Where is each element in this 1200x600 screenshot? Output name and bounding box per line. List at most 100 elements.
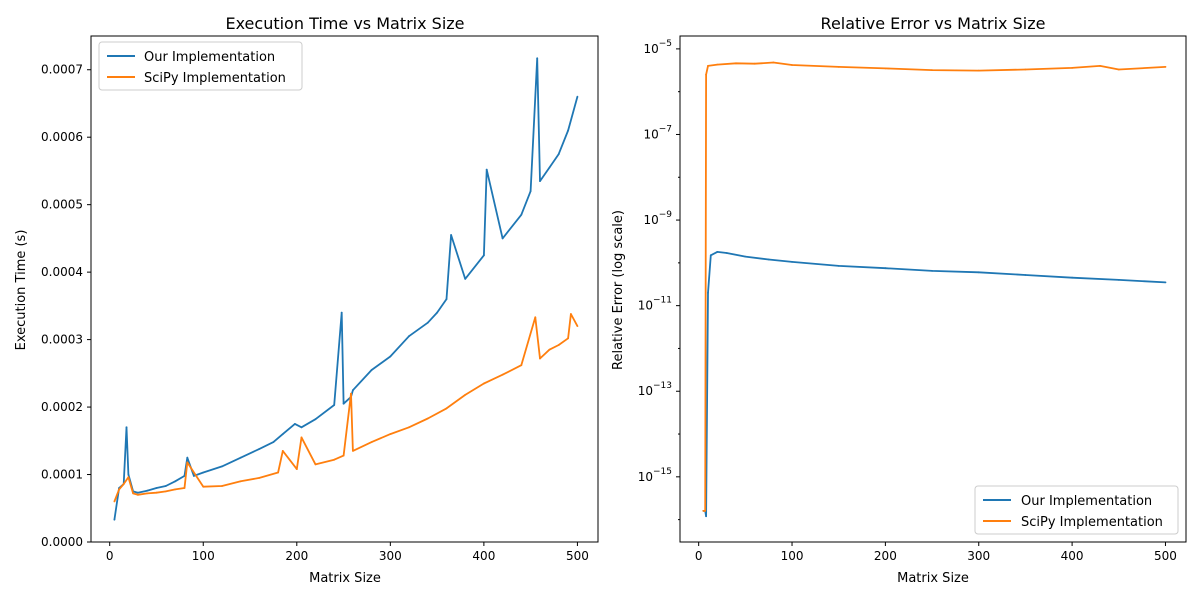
chart-title: Relative Error vs Matrix Size	[821, 14, 1046, 33]
data-point-our-implementation	[485, 168, 488, 171]
data-point-our-implementation	[767, 258, 770, 261]
data-point-scipy-implementation	[281, 450, 284, 452]
data-point-scipy-implementation	[931, 69, 933, 71]
data-point-scipy-implementation	[408, 426, 410, 429]
data-point-our-implementation	[744, 255, 747, 258]
x-tick-label: 500	[566, 549, 589, 563]
data-point-our-implementation	[113, 518, 116, 521]
x-tick-label: 200	[874, 549, 897, 563]
data-point-our-implementation	[146, 489, 149, 492]
y-tick-label: 0.0005	[41, 198, 83, 212]
data-point-scipy-implementation	[576, 325, 579, 327]
y-tick-label: 10−7	[643, 124, 672, 141]
data-point-our-implementation	[1071, 276, 1073, 279]
data-point-our-implementation	[136, 491, 139, 494]
y-tick-label: 10−9	[643, 210, 672, 227]
data-point-scipy-implementation	[113, 500, 116, 503]
y-tick-label: 0.0006	[41, 130, 83, 144]
data-point-our-implementation	[716, 251, 719, 253]
data-point-our-implementation	[791, 261, 793, 263]
data-point-our-implementation	[707, 291, 709, 294]
data-point-our-implementation	[164, 485, 167, 487]
data-point-scipy-implementation	[370, 441, 373, 443]
data-point-scipy-implementation	[884, 67, 887, 70]
chart-title: Execution Time vs Matrix Size	[225, 14, 464, 33]
data-point-our-implementation	[548, 166, 551, 169]
data-point-scipy-implementation	[445, 407, 448, 410]
data-point-our-implementation	[529, 190, 532, 193]
data-point-our-implementation	[567, 129, 569, 132]
x-tick-label: 300	[967, 549, 990, 563]
data-point-scipy-implementation	[155, 491, 158, 494]
data-point-scipy-implementation	[342, 454, 345, 457]
data-point-our-implementation	[931, 270, 933, 272]
data-point-our-implementation	[352, 389, 354, 392]
data-point-scipy-implementation	[239, 480, 242, 483]
data-point-our-implementation	[300, 426, 303, 429]
x-tick-label: 300	[379, 549, 402, 563]
x-tick-label: 0	[695, 549, 703, 563]
y-tick-label: 0.0002	[41, 400, 83, 414]
data-point-scipy-implementation	[567, 337, 569, 340]
data-point-our-implementation	[1164, 281, 1167, 284]
data-point-scipy-implementation	[977, 69, 980, 72]
data-point-scipy-implementation	[122, 483, 125, 485]
data-point-our-implementation	[186, 456, 189, 459]
legend-label-scipy-implementation: SciPy Implementation	[1021, 515, 1163, 530]
data-point-scipy-implementation	[557, 344, 560, 346]
legend-box	[98, 41, 303, 91]
data-point-our-implementation	[125, 426, 128, 429]
data-point-our-implementation	[314, 418, 317, 421]
data-point-scipy-implementation	[791, 64, 793, 66]
data-point-our-implementation	[272, 441, 275, 443]
x-tick-label: 400	[1061, 549, 1084, 563]
data-point-our-implementation	[977, 271, 980, 274]
data-point-our-implementation	[193, 475, 195, 477]
data-point-scipy-implementation	[136, 493, 139, 496]
legend-label-our-implementation: Our Implementation	[1021, 494, 1152, 509]
x-tick-label: 100	[781, 549, 804, 563]
data-point-scipy-implementation	[350, 392, 352, 395]
data-point-scipy-implementation	[1071, 67, 1073, 69]
legend-label-our-implementation: Our Implementation	[144, 50, 275, 65]
data-point-our-implementation	[389, 355, 392, 358]
data-point-our-implementation	[483, 254, 485, 257]
plot-area	[113, 57, 579, 521]
data-point-scipy-implementation	[1024, 68, 1027, 71]
x-axis-label: Matrix Size	[309, 571, 381, 586]
y-tick-label: 10−13	[638, 381, 672, 398]
data-point-scipy-implementation	[570, 313, 572, 315]
data-point-scipy-implementation	[132, 492, 135, 495]
data-point-scipy-implementation	[183, 487, 186, 489]
data-point-our-implementation	[426, 321, 429, 324]
data-point-scipy-implementation	[202, 485, 205, 488]
data-point-scipy-implementation	[300, 436, 303, 439]
plot-area	[702, 61, 1167, 518]
y-tick-label: 10−15	[638, 467, 672, 484]
data-point-scipy-implementation	[539, 357, 541, 360]
data-point-our-implementation	[445, 298, 448, 300]
data-point-our-implementation	[1024, 274, 1027, 276]
y-tick-label: 0.0001	[41, 468, 83, 482]
data-point-our-implementation	[340, 311, 343, 314]
data-point-our-implementation	[501, 237, 504, 240]
data-point-scipy-implementation	[837, 66, 840, 68]
y-axis-label: Relative Error (log scale)	[611, 210, 626, 370]
y-tick-label: 0.0000	[41, 535, 83, 549]
data-point-our-implementation	[884, 267, 887, 270]
y-tick-label: 10−11	[638, 296, 672, 313]
data-point-our-implementation	[155, 487, 158, 489]
data-point-scipy-implementation	[772, 61, 775, 64]
data-point-our-implementation	[1117, 279, 1120, 281]
data-point-our-implementation	[436, 311, 438, 314]
data-point-scipy-implementation	[753, 62, 756, 65]
data-point-scipy-implementation	[295, 468, 298, 470]
data-point-scipy-implementation	[174, 488, 177, 491]
x-tick-label: 500	[1154, 549, 1177, 563]
y-axis-label: Execution Time (s)	[14, 230, 29, 351]
axes-frame	[90, 35, 599, 543]
data-point-our-implementation	[557, 153, 560, 156]
data-point-scipy-implementation	[501, 373, 504, 376]
data-point-scipy-implementation	[146, 492, 149, 495]
